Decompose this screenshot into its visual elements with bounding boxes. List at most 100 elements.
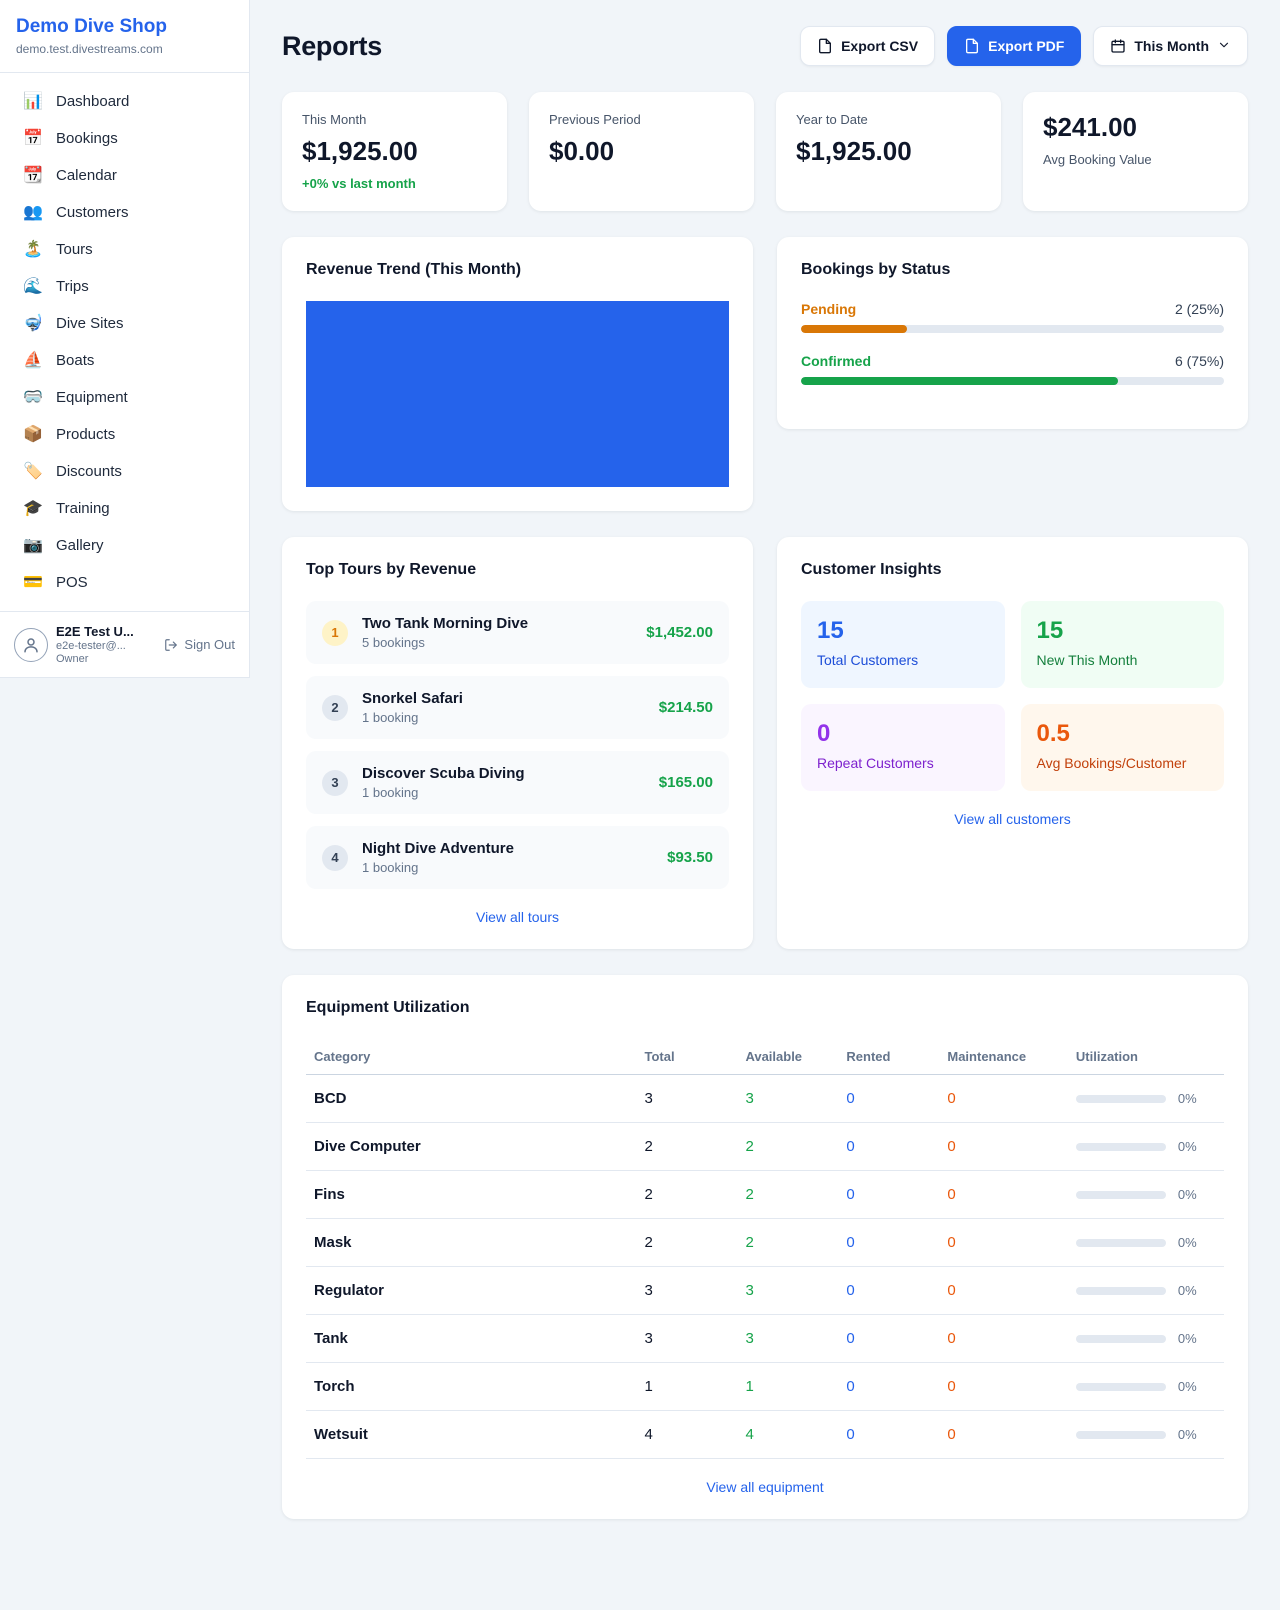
sidebar-item-pos[interactable]: 💳 POS: [12, 564, 237, 601]
sign-out-button[interactable]: Sign Out: [164, 637, 235, 652]
sidebar-item-customers[interactable]: 👥 Customers: [12, 194, 237, 231]
insight-label: New This Month: [1036, 652, 1138, 668]
equipment-table: Category Total Available Rented Maintena…: [306, 1039, 1224, 1459]
utilization-bar: [1075, 1190, 1166, 1199]
equipment-category: Fins: [306, 1170, 637, 1219]
user-role: Owner: [56, 653, 89, 665]
utilization-percent: 0%: [1177, 1331, 1197, 1346]
equipment-maintenance: 0: [939, 1314, 1068, 1363]
utilization-bar: [1075, 1094, 1166, 1103]
equipment-available: 2: [737, 1170, 839, 1219]
insight-value: 15: [817, 617, 844, 644]
equipment-category: BCD: [306, 1074, 637, 1123]
equipment-utilization-panel: Equipment Utilization Category Total Ava…: [282, 975, 1248, 1519]
equipment-total: 3: [636, 1314, 738, 1363]
progress-fill-pending: [801, 325, 907, 333]
equipment-rented: 0: [838, 1410, 940, 1459]
sidebar-item-label: Boats: [56, 352, 95, 369]
sidebar-item-label: Dashboard: [56, 93, 130, 110]
rank-badge: 4: [322, 844, 348, 871]
sidebar-item-dashboard[interactable]: 📊 Dashboard: [12, 83, 237, 120]
chevron-down-icon: [1217, 38, 1231, 55]
sidebar-item-gallery[interactable]: 📷 Gallery: [12, 527, 237, 564]
equipment-row: Mask 2 2 0 0 0%: [306, 1218, 1224, 1267]
panel-title: Revenue Trend (This Month): [306, 261, 522, 278]
tour-row: 2 Snorkel Safari 1 booking $214.50: [306, 676, 729, 739]
progress-track: [801, 377, 1224, 385]
sidebar-item-label: POS: [56, 574, 88, 591]
equipment-row: Torch 1 1 0 0 0%: [306, 1362, 1224, 1411]
column-header-total: Total: [636, 1039, 738, 1075]
sidebar-item-tours[interactable]: 🏝️ Tours: [12, 231, 237, 268]
sidebar-item-label: Calendar: [56, 167, 117, 184]
equipment-rented: 0: [838, 1314, 940, 1363]
utilization-bar: [1075, 1286, 1166, 1295]
utilization-bar: [1075, 1430, 1166, 1439]
equipment-utilization: 0%: [1067, 1218, 1224, 1267]
sidebar-item-bookings[interactable]: 📅 Bookings: [12, 120, 237, 157]
page-header: Reports Export CSV Export PDF This Month: [282, 26, 1248, 66]
equipment-maintenance: 0: [939, 1362, 1068, 1411]
sidebar-item-products[interactable]: 📦 Products: [12, 416, 237, 453]
status-label: Pending: [801, 301, 857, 317]
utilization-percent: 0%: [1177, 1283, 1197, 1298]
equipment-maintenance: 0: [939, 1410, 1068, 1459]
export-csv-label: Export CSV: [841, 38, 919, 54]
sidebar-item-dive-sites[interactable]: 🤿 Dive Sites: [12, 305, 237, 342]
header-actions: Export CSV Export PDF This Month: [800, 26, 1248, 66]
utilization-bar: [1075, 1334, 1166, 1343]
top-tours-panel: Top Tours by Revenue 1 Two Tank Morning …: [282, 537, 753, 949]
panel-title: Top Tours by Revenue: [306, 561, 477, 578]
tour-row: 3 Discover Scuba Diving 1 booking $165.0…: [306, 751, 729, 814]
shop-domain: demo.test.divestreams.com: [16, 42, 163, 56]
sidebar-item-calendar[interactable]: 📆 Calendar: [12, 157, 237, 194]
stats-row: This Month $1,925.00 +0% vs last month P…: [282, 92, 1248, 211]
users-icon: 👥: [23, 203, 43, 221]
sailboat-icon: ⛵: [23, 351, 43, 369]
insights-row: Top Tours by Revenue 1 Two Tank Morning …: [282, 537, 1248, 949]
diving-mask-icon: 🤿: [23, 314, 43, 332]
sidebar-item-training[interactable]: 🎓 Training: [12, 490, 237, 527]
stat-label: Previous Period: [549, 112, 641, 127]
equipment-category: Regulator: [306, 1266, 637, 1315]
rank-badge: 2: [322, 694, 348, 721]
file-icon: [819, 38, 832, 54]
sidebar-user-section: E2E Test U... e2e-tester@... Owner Sign …: [0, 611, 249, 677]
tour-bookings: 1 booking: [362, 710, 419, 725]
sidebar-item-boats[interactable]: ⛵ Boats: [12, 342, 237, 379]
equipment-row: Dive Computer 2 2 0 0 0%: [306, 1122, 1224, 1171]
tour-info: Night Dive Adventure 1 booking: [362, 840, 514, 875]
equipment-total: 2: [636, 1218, 738, 1267]
view-all-tours-link[interactable]: View all tours: [306, 909, 729, 925]
export-csv-button[interactable]: Export CSV: [800, 26, 936, 66]
insight-card-repeat-customers: 0 Repeat Customers: [801, 704, 1005, 791]
insight-card-total-customers: 15 Total Customers: [801, 601, 1005, 688]
period-selector[interactable]: This Month: [1093, 26, 1248, 66]
utilization-percent: 0%: [1177, 1091, 1197, 1106]
sidebar-item-discounts[interactable]: 🏷️ Discounts: [12, 453, 237, 490]
equipment-utilization: 0%: [1067, 1170, 1224, 1219]
sidebar-item-equipment[interactable]: 🥽 Equipment: [12, 379, 237, 416]
equipment-total: 3: [636, 1266, 738, 1315]
export-pdf-button[interactable]: Export PDF: [947, 26, 1082, 66]
utilization-bar: [1075, 1382, 1166, 1391]
view-all-equipment-link[interactable]: View all equipment: [306, 1479, 1224, 1495]
insight-value: 0: [817, 720, 831, 747]
revenue-trend-panel: Revenue Trend (This Month): [282, 237, 753, 511]
equipment-total: 2: [636, 1122, 738, 1171]
sidebar-item-trips[interactable]: 🌊 Trips: [12, 268, 237, 305]
status-label: Confirmed: [801, 353, 871, 369]
equipment-maintenance: 0: [939, 1218, 1068, 1267]
stat-value: $0.00: [549, 136, 615, 166]
island-icon: 🏝️: [23, 240, 43, 258]
equipment-maintenance: 0: [939, 1122, 1068, 1171]
insight-label: Avg Bookings/Customer: [1036, 755, 1187, 771]
sidebar-item-label: Equipment: [56, 389, 128, 406]
utilization-percent: 0%: [1177, 1235, 1197, 1250]
view-all-customers-link[interactable]: View all customers: [801, 811, 1224, 827]
sidebar-item-label: Trips: [56, 278, 89, 295]
rank-badge: 3: [322, 769, 348, 796]
calendar-icon: 📅: [23, 129, 43, 147]
utilization-bar: [1075, 1142, 1166, 1151]
